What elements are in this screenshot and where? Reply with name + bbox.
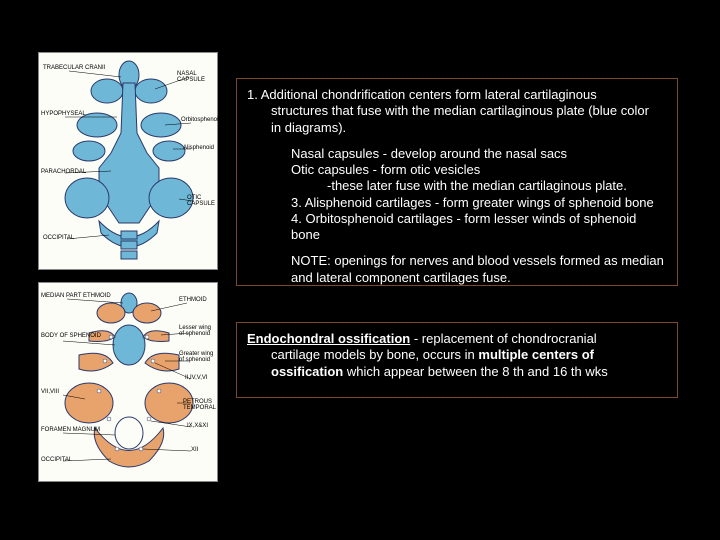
para-line3: in diagrams). [247,120,667,136]
term-endochondral: Endochondral ossification [247,331,410,346]
label-parachordal: PARACHORDAL [41,169,86,175]
label-foramen: FORAMEN MAGNUM [41,427,100,433]
note-line2: and lateral component cartilages fuse. [247,270,667,286]
text-box-chondrification: 1. Additional chondrification centers fo… [236,78,678,286]
label-body-sphenoid: BODY OF SPHENOID [41,333,101,339]
endochondral-rest2: which appear between the 8 th and 16 th … [343,364,608,379]
term-ossification: ossification [271,364,343,379]
label-nerves3: XII [191,447,198,453]
label-occipital2: OCCIPITAL [41,457,72,463]
label-lesser-wing: Lesser wing of sphenoid [179,325,217,337]
para-line2: structures that fuse with the median car… [247,103,667,119]
endochondral-line2: cartilage models by bone, occurs in mult… [247,347,667,363]
endochondral-l2a: cartilage models by bone, occurs in [271,347,478,362]
list-otic-sub: -these later fuse with the median cartil… [247,178,667,194]
label-greater-wing: Greater wing of sphenoid [179,351,217,363]
slide-root: TRABECULAR CRANII NASAL CAPSULE HYPOPHYS… [0,0,720,540]
list-otic: Otic capsules - form otic vesicles [247,162,667,178]
list-alisphenoid: 3. Alisphenoid cartilages - form greater… [247,195,667,211]
endochondral-rest1: - replacement of chondrocranial [410,331,596,346]
label-hypophyseal: HYPOPHYSEAL [41,111,86,117]
label-trabecular: TRABECULAR CRANII [43,65,105,71]
label-occipital: OCCIPITAL [43,235,74,241]
label-petrous: PETROUS TEMPORAL [183,399,217,411]
endochondral-line1: Endochondral ossification - replacement … [247,331,667,347]
para-line1: 1. Additional chondrification centers fo… [247,87,667,103]
label-nerves2: IX,X&XI [187,423,208,429]
endochondral-line3: ossification which appear between the 8 … [247,364,667,380]
diagram-ossification-centers: MEDIAN PART ETHMOID ETHMOID BODY OF SPHE… [38,282,218,482]
term-multiple-centers: multiple centers of [478,347,594,362]
ossification-svg [39,283,219,483]
label-vii-viii: VII,VIII [41,389,59,395]
label-nasal: NASAL CAPSULE [177,71,217,83]
note-line1: NOTE: openings for nerves and blood vess… [247,253,667,269]
list-nasal: Nasal capsules - develop around the nasa… [247,146,667,162]
list-orbitosphenoid: 4. Orbitosphenoid cartilages - form less… [247,211,667,244]
label-nerves1: II,IV,V,VI [185,375,208,381]
text-box-endochondral: Endochondral ossification - replacement … [236,322,678,398]
diagram-chondrocranium-superior: TRABECULAR CRANII NASAL CAPSULE HYPOPHYS… [38,52,218,270]
label-orbitosphenoid: Orbitosphenoid [181,117,222,123]
label-median-ethmoid: MEDIAN PART ETHMOID [41,293,111,299]
label-alisphenoid: Alisphenoid [183,145,214,151]
label-ethmoid: ETHMOID [179,297,207,303]
label-otic: OTIC CAPSULE [187,195,217,207]
